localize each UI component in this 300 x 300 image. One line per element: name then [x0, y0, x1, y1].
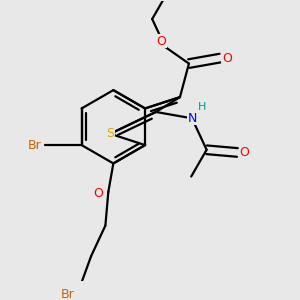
Text: O: O: [156, 35, 166, 48]
Text: O: O: [239, 146, 249, 159]
Text: N: N: [187, 112, 196, 125]
Text: H: H: [197, 102, 206, 112]
Text: O: O: [222, 52, 232, 64]
Text: Br: Br: [61, 288, 75, 300]
Text: Br: Br: [28, 139, 41, 152]
Text: S: S: [106, 127, 114, 140]
Text: O: O: [94, 187, 103, 200]
